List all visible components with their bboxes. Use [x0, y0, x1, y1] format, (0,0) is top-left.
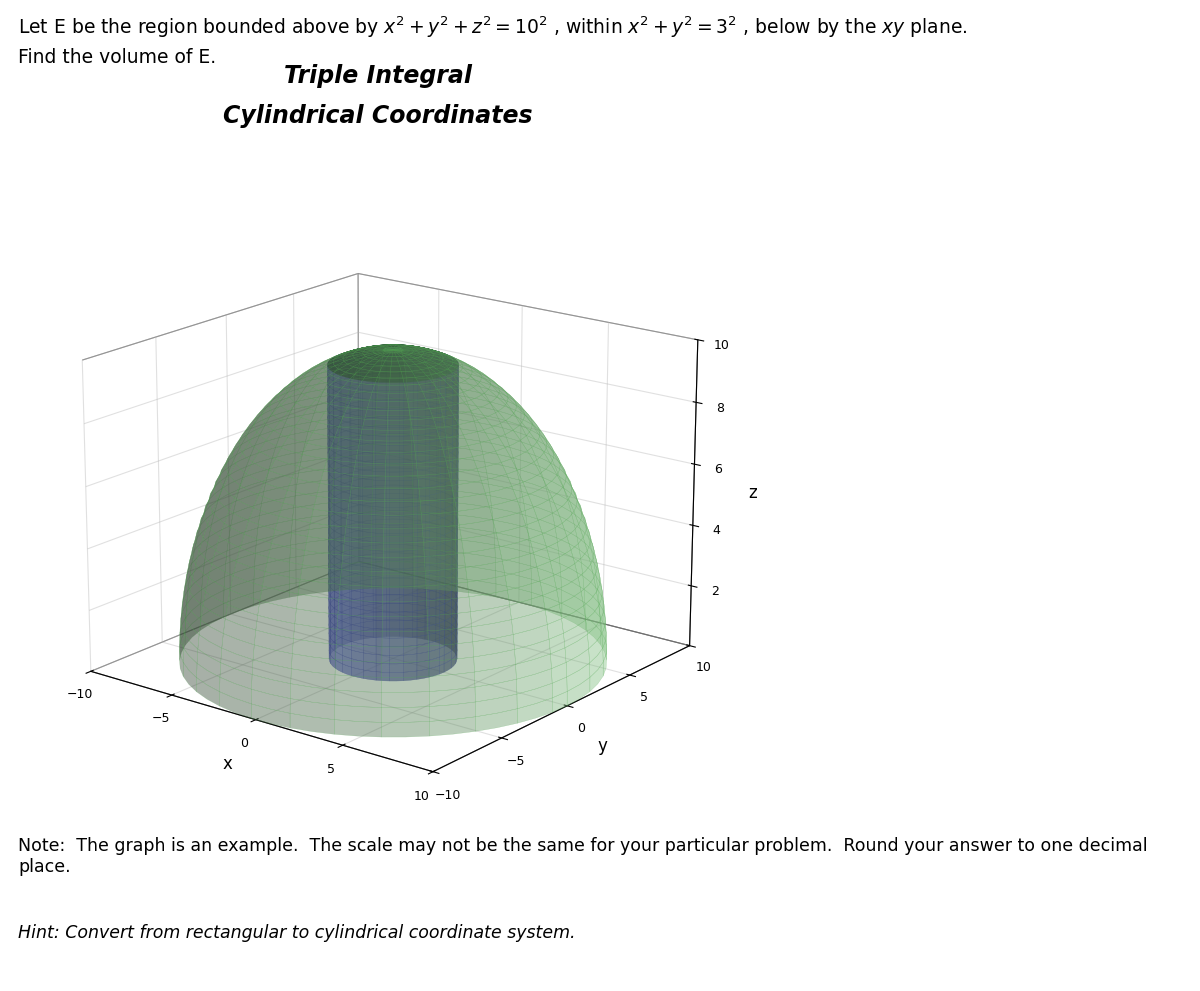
Text: Triple Integral: Triple Integral [284, 64, 472, 88]
Text: Let E be the region bounded above by $x^2 + y^2 + z^2 = 10^2$ , within $x^2 + y^: Let E be the region bounded above by $x^… [18, 15, 967, 41]
Text: Cylindrical Coordinates: Cylindrical Coordinates [223, 104, 533, 128]
Y-axis label: y: y [598, 737, 607, 755]
Text: Note:  The graph is an example.  The scale may not be the same for your particul: Note: The graph is an example. The scale… [18, 837, 1147, 876]
Text: Find the volume of E.: Find the volume of E. [18, 48, 216, 66]
X-axis label: x: x [222, 755, 233, 773]
Text: Hint: Convert from rectangular to cylindrical coordinate system.: Hint: Convert from rectangular to cylind… [18, 924, 576, 941]
